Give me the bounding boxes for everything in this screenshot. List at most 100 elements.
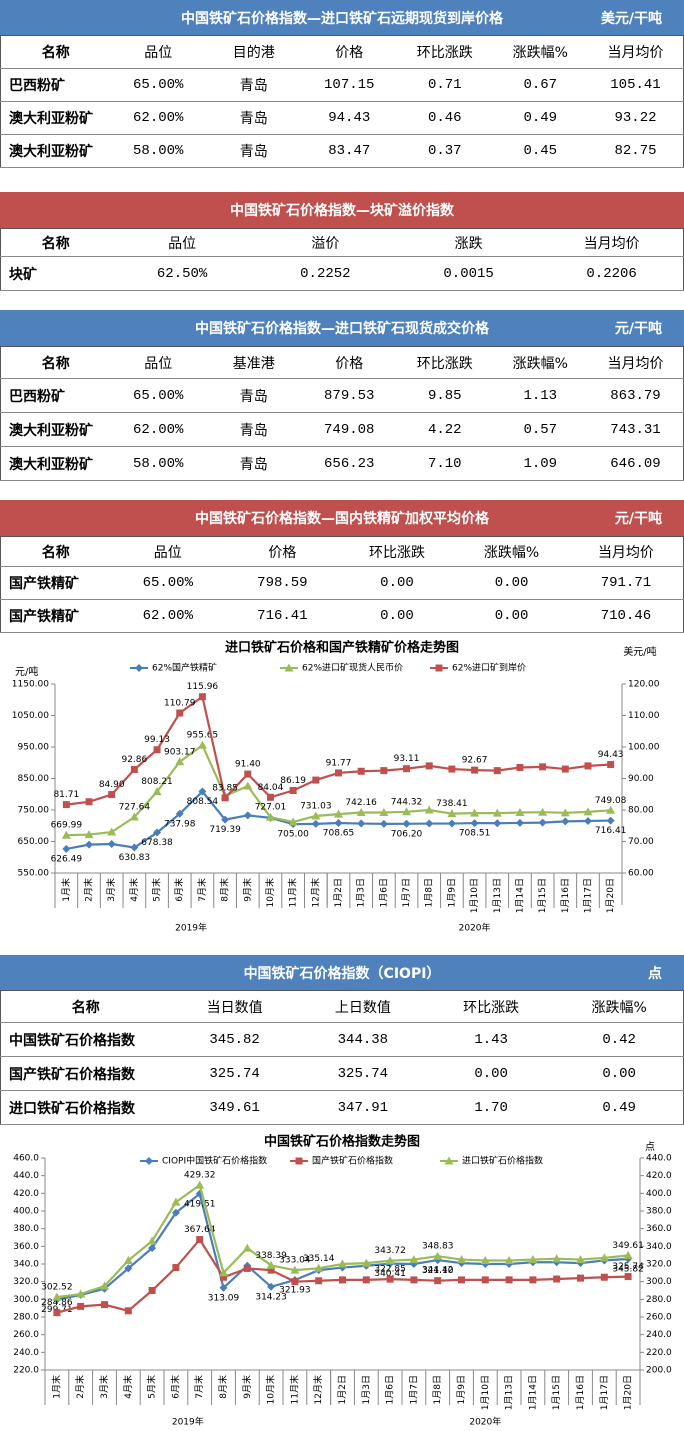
cell: 656.23 [301, 446, 397, 481]
x-tick-label: 1月15日 [551, 1375, 562, 1410]
cell: 0.00 [454, 599, 569, 633]
cell: 中国铁矿石价格指数 [0, 1022, 171, 1057]
y-tick-label: 750.00 [18, 806, 50, 816]
cell: 879.53 [301, 378, 397, 413]
data-label: 731.03 [300, 801, 332, 811]
marker [339, 1276, 346, 1284]
column-header: 涨跌幅% [492, 35, 588, 69]
data-label: 808.21 [141, 777, 173, 787]
y-tick-label: 220.0 [13, 1366, 39, 1376]
column-header: 名称 [0, 536, 111, 567]
marker [539, 763, 547, 771]
data-label: 321.10 [422, 1266, 454, 1276]
cell: 0.37 [397, 134, 493, 168]
marker [335, 769, 342, 777]
y-tick-label: 260.0 [13, 1330, 39, 1340]
cell: 716.41 [225, 599, 340, 633]
header-row: 名称 品位 目的港 价格 环比涨跌 涨跌幅% 当月均价 [0, 35, 684, 69]
marker [197, 740, 207, 749]
x-tick-label: 1月10日 [480, 1375, 491, 1410]
data-label: 115.96 [187, 682, 219, 692]
group-label: 2019年 [172, 1416, 204, 1428]
marker [410, 1276, 418, 1284]
marker [84, 830, 94, 839]
marker [291, 1278, 299, 1286]
marker [76, 1289, 86, 1298]
table-header: 中国铁矿石价格指数—块矿溢价指数 [0, 192, 684, 228]
cell: 青岛 [206, 101, 302, 135]
cell: 791.71 [568, 566, 684, 600]
table-row: 国产铁矿石价格指数 325.74 325.74 0.00 0.00 [0, 1056, 684, 1091]
data-label: 314.23 [255, 1292, 287, 1302]
cell: 62.00% [110, 599, 226, 633]
data-label: 84.04 [258, 783, 284, 793]
cell: 0.45 [492, 134, 588, 168]
y2-tick-label: 340.0 [646, 1242, 672, 1252]
y-tick-label: 440.0 [13, 1171, 39, 1181]
marker [338, 1259, 347, 1268]
marker [267, 1282, 276, 1291]
table-title: 中国铁矿石价格指数—进口铁矿石远期现货到岸价格 [181, 10, 503, 27]
table-panel: 中国铁矿石价格指数—进口铁矿石现货成交价格 元/干吨 名称 品位 基准港 价格 环比涨跌 涨跌… [0, 310, 684, 481]
marker [402, 807, 412, 816]
cell: 7.10 [397, 446, 493, 481]
data-label: 719.39 [209, 825, 241, 835]
marker [447, 809, 457, 818]
table-header: 中国铁矿石价格指数—进口铁矿石远期现货到岸价格 美元/干吨 [0, 0, 684, 35]
y-tick-label: 1050.00 [12, 711, 49, 721]
cell: 青岛 [206, 378, 302, 413]
marker [171, 1208, 180, 1217]
data-label: 630.83 [119, 853, 151, 863]
table-title: 中国铁矿石价格指数—块矿溢价指数 [230, 203, 454, 219]
marker [560, 808, 570, 817]
marker [515, 808, 525, 817]
marker [85, 798, 93, 806]
x-tick-label: 1月2日 [337, 1375, 348, 1404]
x-tick-label: 10月末 [265, 1375, 277, 1404]
x-tick-label: 1月13日 [492, 878, 503, 913]
x-tick-label: 8月末 [217, 1375, 229, 1399]
x-tick-label: 1月2日 [333, 878, 344, 907]
data-label: 669.99 [51, 821, 83, 831]
y-tick-label: 280.0 [13, 1313, 39, 1323]
x-tick-label: 1月16日 [560, 878, 571, 913]
cell: 青岛 [206, 412, 302, 447]
column-header: 涨跌幅% [492, 346, 588, 379]
y-tick-label: 950.00 [18, 743, 50, 753]
data-label: 325.74 [612, 1262, 644, 1272]
data-label: 333.04 [279, 1256, 311, 1266]
y2-tick-label: 440.0 [646, 1154, 672, 1164]
legend-label: 62%进口矿到岸价 [452, 662, 526, 674]
data-label: 348.83 [422, 1242, 454, 1252]
data-label: 429.32 [184, 1171, 216, 1181]
cell: 0.49 [555, 1090, 684, 1125]
marker [576, 1255, 585, 1264]
marker [607, 761, 615, 769]
data-label: 84.90 [99, 780, 125, 790]
x-tick-label: 1月3日 [356, 878, 367, 907]
marker [599, 1253, 609, 1262]
marker [244, 770, 252, 778]
marker [424, 805, 434, 814]
marker [198, 787, 207, 796]
y2-tick-label: 100.00 [628, 743, 660, 753]
marker [219, 1283, 228, 1292]
data-label: 91.40 [235, 760, 261, 770]
cell: 65.00% [110, 566, 226, 600]
marker [148, 1244, 157, 1253]
marker [356, 807, 366, 816]
marker [380, 767, 388, 775]
table-row: 进口铁矿石价格指数 349.61 347.91 1.70 0.49 [0, 1090, 684, 1125]
marker [147, 1236, 157, 1245]
marker [148, 1287, 156, 1294]
data-label: 903.17 [164, 747, 196, 757]
header-row: 名称 品位 基准港 价格 环比涨跌 涨跌幅% 当月均价 [0, 346, 684, 379]
y2-tick-label: 60.00 [628, 869, 654, 879]
y-tick-label: 550.00 [18, 869, 50, 879]
cell: 65.00% [110, 68, 206, 102]
header-row: 名称 当日数值 上日数值 环比涨跌 涨跌幅% [0, 990, 684, 1023]
table-row: 国产铁精矿 65.00% 798.59 0.00 0.00 791.71 [0, 566, 684, 600]
cell: 863.79 [588, 378, 684, 413]
x-tick-label: 1月13日 [504, 1375, 515, 1410]
data-table: 名称 品位 目的港 价格 环比涨跌 涨跌幅% 当月均价 巴西粉矿 65.00% 青岛 107.15 0… [0, 35, 684, 168]
